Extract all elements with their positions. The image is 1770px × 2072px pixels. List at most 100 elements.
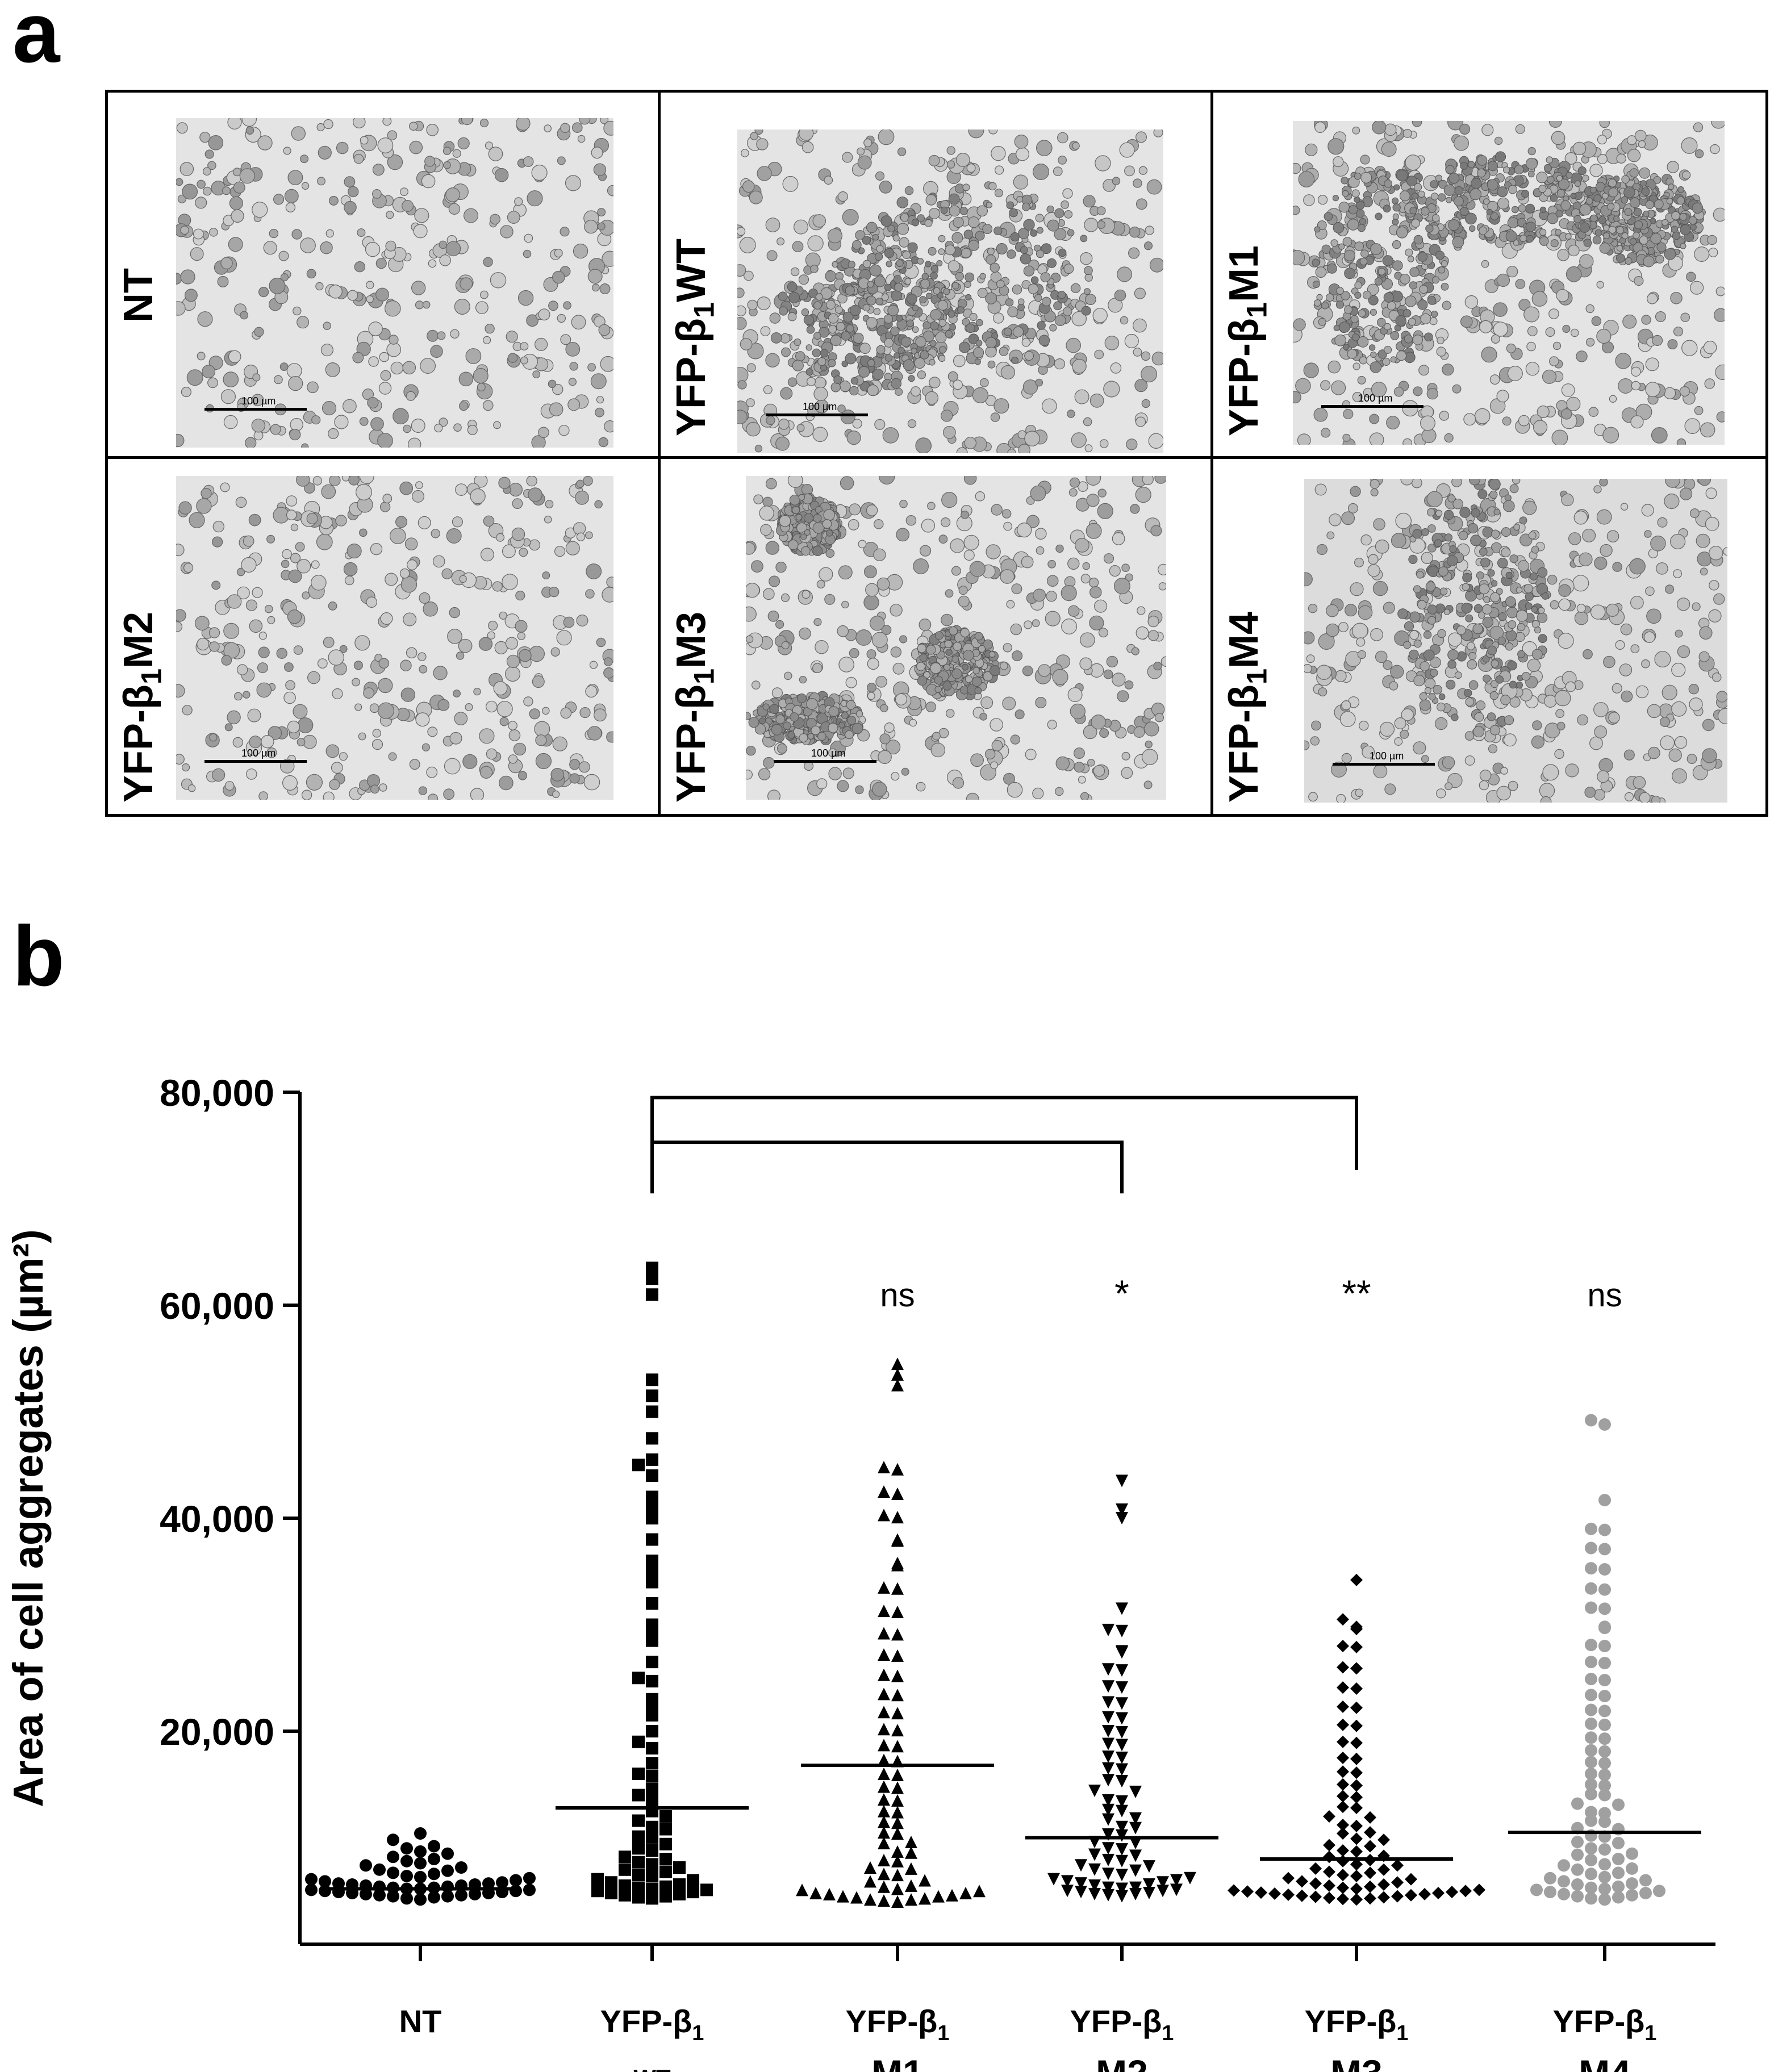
data-point xyxy=(305,1883,318,1896)
data-point xyxy=(646,1469,658,1482)
x-category-label-main: NT xyxy=(399,2003,442,2039)
data-point xyxy=(1075,1886,1087,1899)
grid-divider xyxy=(1210,93,1213,814)
data-point xyxy=(878,1687,890,1701)
data-point xyxy=(1585,1656,1597,1669)
data-point xyxy=(1364,1826,1376,1839)
data-point xyxy=(659,1890,672,1903)
data-point xyxy=(1350,1701,1363,1714)
significance-label: ns xyxy=(1587,1277,1622,1314)
data-point xyxy=(1116,1739,1128,1752)
data-point xyxy=(1598,1789,1611,1802)
data-point xyxy=(1116,1503,1128,1516)
data-point xyxy=(1585,1542,1597,1555)
data-point xyxy=(1116,1763,1128,1776)
micrograph-image xyxy=(1304,479,1727,803)
data-point xyxy=(878,1753,890,1766)
data-point xyxy=(673,1887,686,1900)
data-point xyxy=(878,1815,890,1828)
scale-bar-label: 100 µm xyxy=(1370,750,1404,762)
data-point xyxy=(1598,1718,1611,1731)
data-point xyxy=(878,1793,890,1806)
data-point xyxy=(837,1890,849,1903)
data-point xyxy=(1102,1725,1114,1737)
data-point xyxy=(891,1845,904,1858)
micrograph-image xyxy=(176,476,613,800)
data-point xyxy=(1612,1891,1625,1904)
data-point xyxy=(1585,1562,1597,1575)
data-point xyxy=(1075,1859,1087,1872)
data-point xyxy=(891,1628,904,1641)
data-point xyxy=(1337,1881,1349,1894)
data-point xyxy=(891,1533,904,1546)
data-point xyxy=(414,1845,427,1858)
data-point xyxy=(659,1880,672,1893)
data-point xyxy=(441,1890,454,1903)
data-point xyxy=(700,1883,713,1896)
data-point xyxy=(864,1893,876,1906)
data-point xyxy=(1116,1775,1128,1788)
data-point xyxy=(1585,1892,1597,1905)
data-point xyxy=(1157,1885,1169,1898)
data-point xyxy=(1282,1888,1295,1901)
cell-label-subscript: 1 xyxy=(1240,302,1273,319)
x-category-label: YFP-β1 xyxy=(1070,2003,1174,2045)
data-point xyxy=(441,1880,454,1893)
data-point xyxy=(1446,1886,1458,1899)
data-point xyxy=(891,1827,904,1840)
data-point xyxy=(1626,1847,1638,1860)
data-point xyxy=(646,1769,658,1782)
cell-label: YFP-β1M4 xyxy=(1221,612,1273,803)
data-point xyxy=(1558,1875,1570,1888)
scatter-chart: 80,000 60,000 40,000 20,000 Area of cell ag… xyxy=(5,1072,1715,2072)
data-point xyxy=(400,1870,413,1882)
data-point xyxy=(1473,1883,1485,1896)
data-point xyxy=(864,1861,876,1874)
data-point xyxy=(1323,1850,1335,1864)
data-point xyxy=(510,1874,522,1887)
data-point xyxy=(1571,1863,1584,1876)
data-point xyxy=(1350,1845,1363,1858)
data-point xyxy=(878,1485,890,1498)
data-point xyxy=(646,1272,658,1285)
data-point xyxy=(1337,1765,1349,1778)
panel-a-letter: a xyxy=(12,0,60,80)
panel-b-letter: b xyxy=(12,908,65,1004)
data-point xyxy=(891,1378,904,1392)
data-point xyxy=(1323,1865,1335,1878)
data-point xyxy=(1585,1601,1597,1614)
data-point xyxy=(878,1605,890,1618)
data-point xyxy=(387,1833,399,1847)
micrograph-image xyxy=(176,118,613,448)
data-point xyxy=(632,1869,645,1882)
data-point xyxy=(659,1865,672,1878)
data-point xyxy=(1102,1774,1114,1787)
data-point xyxy=(1585,1768,1597,1780)
data-point xyxy=(441,1864,454,1877)
data-point xyxy=(646,1656,658,1669)
data-point xyxy=(1598,1690,1611,1703)
data-point xyxy=(1116,1829,1128,1842)
data-point xyxy=(646,1597,658,1610)
data-point xyxy=(1530,1883,1543,1896)
data-point xyxy=(891,1768,904,1781)
data-point xyxy=(1102,1889,1114,1902)
data-point xyxy=(1088,1848,1101,1861)
cell-label: YFP-β1M2 xyxy=(115,612,168,803)
data-point xyxy=(891,1463,904,1476)
data-point xyxy=(1585,1842,1597,1855)
y-axis-label: Area of cell aggregates (µm²) xyxy=(5,1229,52,1807)
data-point xyxy=(905,1893,917,1906)
data-point xyxy=(632,1672,645,1685)
cell-label-tail: M2 xyxy=(116,611,161,669)
data-point xyxy=(1116,1869,1128,1882)
data-point xyxy=(414,1893,427,1906)
data-point xyxy=(1626,1862,1638,1875)
data-point xyxy=(1337,1869,1349,1882)
data-point xyxy=(891,1487,904,1500)
data-point xyxy=(1598,1620,1611,1634)
data-point xyxy=(1612,1866,1625,1879)
x-category-label-main: YFP-β xyxy=(1553,2003,1645,2039)
data-point xyxy=(428,1891,440,1904)
data-point xyxy=(1571,1890,1584,1903)
